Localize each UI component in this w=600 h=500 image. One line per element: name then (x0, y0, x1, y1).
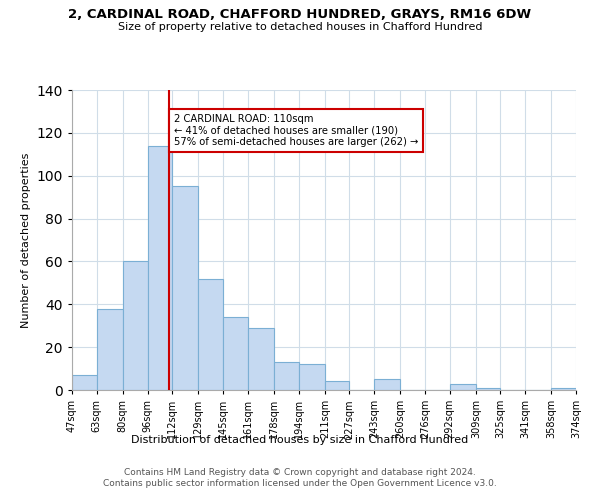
Bar (374, 380, 400, 390)
Bar (476, 388, 500, 390)
Bar (199, 278, 223, 390)
Bar (299, 364, 325, 390)
Bar (223, 317, 248, 390)
Bar (551, 388, 576, 390)
Text: Contains HM Land Registry data © Crown copyright and database right 2024.
Contai: Contains HM Land Registry data © Crown c… (103, 468, 497, 487)
Text: 2 CARDINAL ROAD: 110sqm
← 41% of detached houses are smaller (190)
57% of semi-d: 2 CARDINAL ROAD: 110sqm ← 41% of detache… (174, 114, 418, 147)
Text: Size of property relative to detached houses in Chafford Hundred: Size of property relative to detached ho… (118, 22, 482, 32)
Bar (72, 375, 97, 390)
Bar (248, 328, 274, 390)
Bar (325, 382, 349, 390)
Bar (97, 308, 123, 390)
Text: 2, CARDINAL ROAD, CHAFFORD HUNDRED, GRAYS, RM16 6DW: 2, CARDINAL ROAD, CHAFFORD HUNDRED, GRAY… (68, 8, 532, 20)
Bar (172, 186, 199, 390)
Y-axis label: Number of detached properties: Number of detached properties (21, 152, 31, 328)
Text: Distribution of detached houses by size in Chafford Hundred: Distribution of detached houses by size … (131, 435, 469, 445)
Bar (123, 262, 148, 390)
Bar (148, 146, 172, 390)
Bar (274, 362, 299, 390)
Bar (449, 384, 476, 390)
